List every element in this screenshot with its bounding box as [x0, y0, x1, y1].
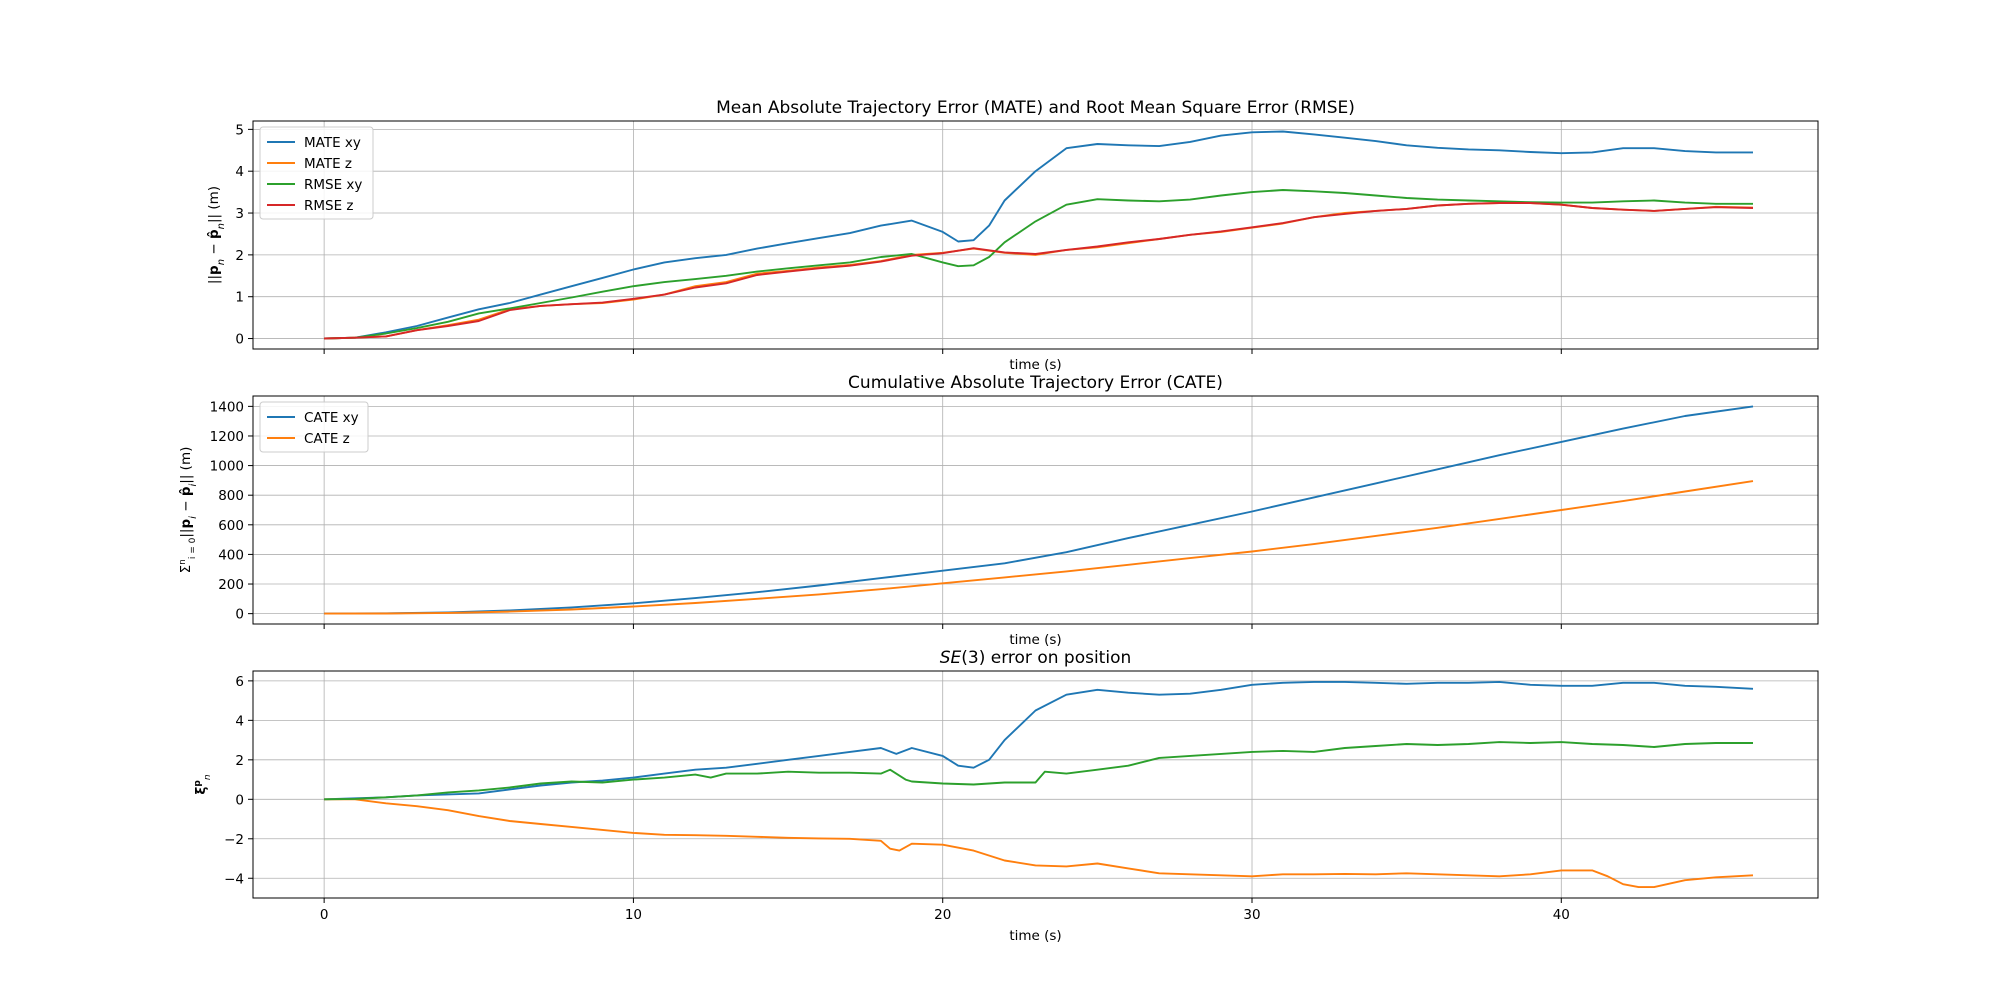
axes-frame [252, 120, 1819, 350]
legend-box [259, 401, 369, 453]
legend-label: RMSE z [304, 198, 354, 214]
y-tick-label: 0 [235, 792, 244, 808]
series-line-cate-z [324, 480, 1754, 615]
legend: CATE xy CATE z [259, 401, 369, 453]
y-axis-label: Σni = 0||pi − p̂i|| (m) [178, 447, 199, 574]
y-tick-label: 200 [218, 577, 244, 593]
y-tick-label: −2 [224, 832, 244, 848]
x-tick-label: 20 [934, 907, 951, 923]
y-tick-label: 4 [235, 713, 244, 729]
y-tick-label: 400 [218, 547, 244, 563]
y-tick-label: 5 [235, 122, 244, 138]
legend-box [259, 126, 374, 220]
legend: MATE xy MATE z RMSE xy RMSE z [259, 126, 374, 220]
x-tick-label: 10 [625, 907, 642, 923]
legend-label: RMSE xy [304, 177, 362, 193]
y-tick-label: 3 [235, 206, 244, 222]
legend-label: CATE xy [304, 410, 359, 426]
y-tick-label: 600 [218, 518, 244, 534]
series-line-mate-z [324, 202, 1754, 340]
panel-2: 0 200 400 600 800 1000 1200 1400 Cumulative Abso… [178, 373, 1819, 648]
y-tick-label: 1 [235, 290, 244, 306]
y-axis-label: ξpn [193, 774, 213, 794]
y-tick-label: 2 [235, 753, 244, 769]
chart-title: SE(3) error on position [940, 648, 1132, 668]
panel-3: 0 10 20 30 40 −4 −2 0 2 4 6 SE(3) error on position… [193, 648, 1819, 944]
y-tick-label: 1200 [210, 429, 244, 445]
x-tick-label: 0 [320, 907, 329, 923]
series-line-rmse-xy [324, 189, 1753, 340]
y-axis-label: ||pn − p̂n|| (m) [206, 186, 227, 284]
y-tick-label: 0 [235, 332, 244, 348]
x-axis-label: time (s) [1009, 357, 1061, 373]
series-line-rmse-z [324, 202, 1754, 340]
axes-frame [252, 670, 1819, 899]
y-tick-label: 0 [235, 607, 244, 623]
x-axis-label: time (s) [1009, 928, 1061, 944]
legend-label: CATE z [304, 431, 350, 447]
x-tick-label: 30 [1243, 907, 1260, 923]
legend-label: MATE xy [304, 135, 361, 151]
y-tick-label: 2 [235, 248, 244, 264]
y-tick-label: 1000 [210, 459, 244, 475]
axes-frame [252, 395, 1819, 625]
series-line-1 [324, 680, 1754, 801]
legend-label: MATE z [304, 156, 352, 172]
x-axis-label: time (s) [1009, 632, 1061, 648]
series-line-2 [324, 798, 1754, 889]
chart-title: Mean Absolute Trajectory Error (MATE) an… [716, 98, 1355, 118]
y-tick-label: 4 [235, 164, 244, 180]
series-line-3 [324, 741, 1753, 801]
panel-1: 0 1 2 3 4 5 Mean Absolute Trajectory Error (MA… [206, 98, 1819, 373]
y-tick-label: 800 [218, 488, 244, 504]
y-tick-label: 6 [235, 674, 244, 690]
series-line-mate-xy [324, 130, 1753, 340]
x-tick-label: 40 [1553, 907, 1570, 923]
series-line-cate-xy [324, 405, 1754, 615]
chart-title: Cumulative Absolute Trajectory Error (CA… [848, 373, 1223, 393]
y-tick-label: 1400 [210, 399, 244, 415]
y-tick-label: −4 [224, 871, 244, 887]
